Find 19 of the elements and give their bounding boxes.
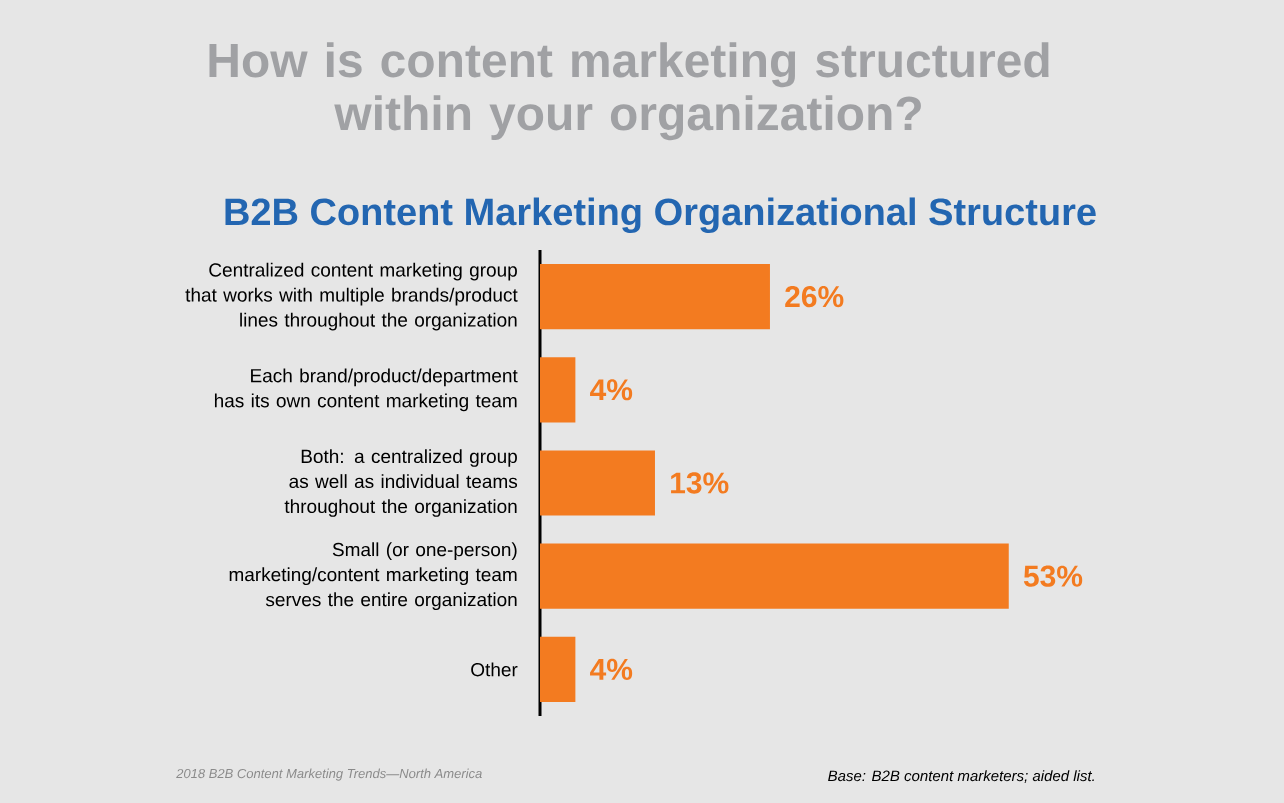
data-label: 4% bbox=[590, 379, 633, 401]
bar bbox=[540, 263, 770, 330]
data-label: 53% bbox=[1023, 565, 1083, 587]
y-tick-label: Other bbox=[471, 662, 518, 677]
bar bbox=[540, 357, 576, 423]
bar bbox=[540, 450, 655, 516]
bar bbox=[540, 636, 576, 703]
data-label: 4% bbox=[590, 658, 633, 680]
text: 2018 B2B Content Marketing Trends—North America bbox=[176, 768, 482, 781]
text: Base: B2B content marketers; aided list. bbox=[828, 770, 1094, 783]
y-tick-label: Small (or one-person) marketing/content marketing team serves the entire organization bbox=[229, 542, 517, 611]
y-tick-label: Centralized content marketing group that works with multiple brands/product lines throughout the organization bbox=[185, 262, 518, 331]
chart-title: How is content marketing structured within your organization? bbox=[209, 42, 1049, 141]
bar bbox=[540, 543, 1009, 609]
data-label: 26% bbox=[785, 285, 844, 308]
y-tick-label: Both: a centralized group as well as individual teams throughout the organization bbox=[284, 449, 518, 517]
y-tick-label: Each brand/product/department has its own content marketing team bbox=[214, 368, 518, 412]
chart-subtitle: B2B Content Marketing Organizational Structure bbox=[225, 197, 1096, 234]
data-label: 13% bbox=[671, 472, 729, 494]
